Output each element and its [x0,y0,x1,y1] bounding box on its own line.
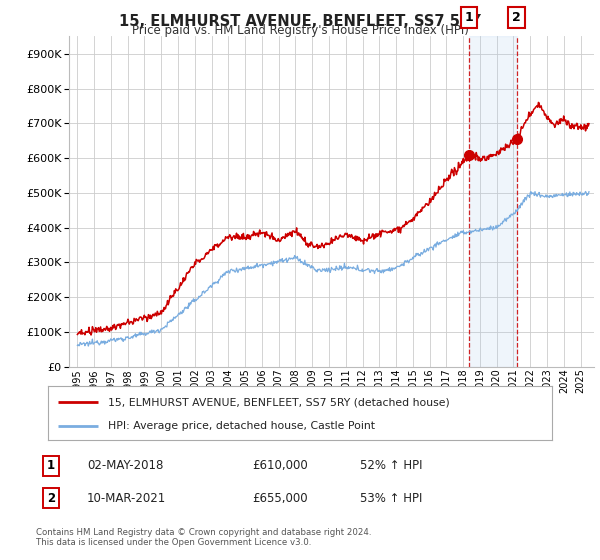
Text: 10-MAR-2021: 10-MAR-2021 [87,492,166,505]
Text: £655,000: £655,000 [252,492,308,505]
Bar [469,36,517,367]
Text: 53% ↑ HPI: 53% ↑ HPI [360,492,422,505]
Text: Price paid vs. HM Land Registry's House Price Index (HPI): Price paid vs. HM Land Registry's House … [131,24,469,37]
Text: 1: 1 [464,11,473,25]
Text: 2: 2 [47,492,55,505]
Text: 52% ↑ HPI: 52% ↑ HPI [360,459,422,473]
Text: 1: 1 [47,459,55,473]
Text: 15, ELMHURST AVENUE, BENFLEET, SS7 5RY: 15, ELMHURST AVENUE, BENFLEET, SS7 5RY [119,14,481,29]
Text: 15, ELMHURST AVENUE, BENFLEET, SS7 5RY (detached house): 15, ELMHURST AVENUE, BENFLEET, SS7 5RY (… [109,398,450,407]
Text: 02-MAY-2018: 02-MAY-2018 [87,459,163,473]
Text: HPI: Average price, detached house, Castle Point: HPI: Average price, detached house, Cast… [109,421,376,431]
Text: 2: 2 [512,11,521,25]
Text: Contains HM Land Registry data © Crown copyright and database right 2024.
This d: Contains HM Land Registry data © Crown c… [36,528,371,547]
Text: £610,000: £610,000 [252,459,308,473]
